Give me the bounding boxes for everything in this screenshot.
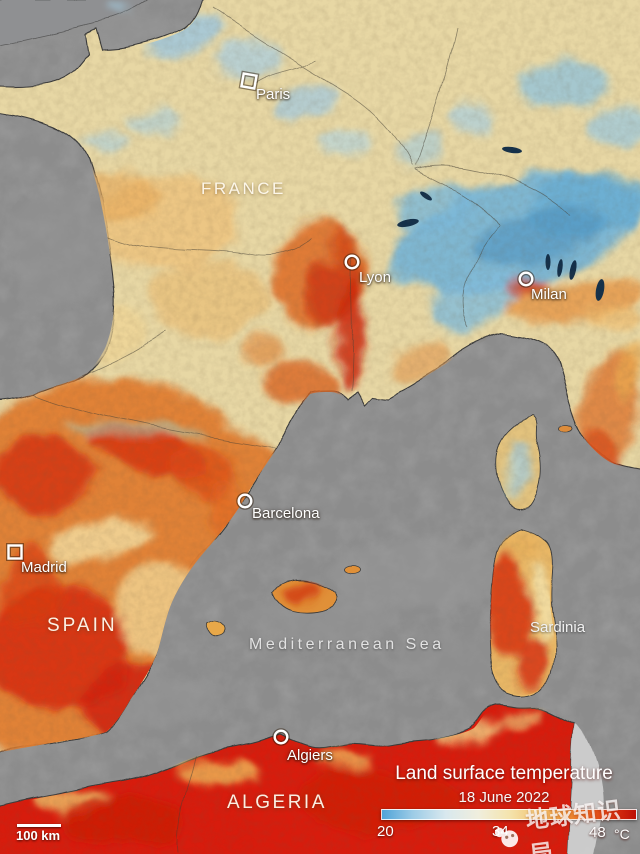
scalebar-line xyxy=(17,824,61,827)
barcelona-marker-icon xyxy=(236,492,254,510)
algiers-marker-icon xyxy=(272,728,290,746)
lyon-marker-icon xyxy=(343,253,361,271)
temperature-colorbar xyxy=(381,809,637,820)
paris-marker-icon xyxy=(238,70,260,92)
milan-marker-icon xyxy=(517,270,535,288)
satellite-swath-band xyxy=(567,722,603,854)
islands xyxy=(207,412,573,696)
watermark: 地球知识局 xyxy=(488,788,640,854)
madrid-marker-icon xyxy=(6,543,24,561)
city-markers xyxy=(6,70,535,746)
planet-face-icon xyxy=(494,827,519,848)
england-landmass xyxy=(0,0,149,45)
